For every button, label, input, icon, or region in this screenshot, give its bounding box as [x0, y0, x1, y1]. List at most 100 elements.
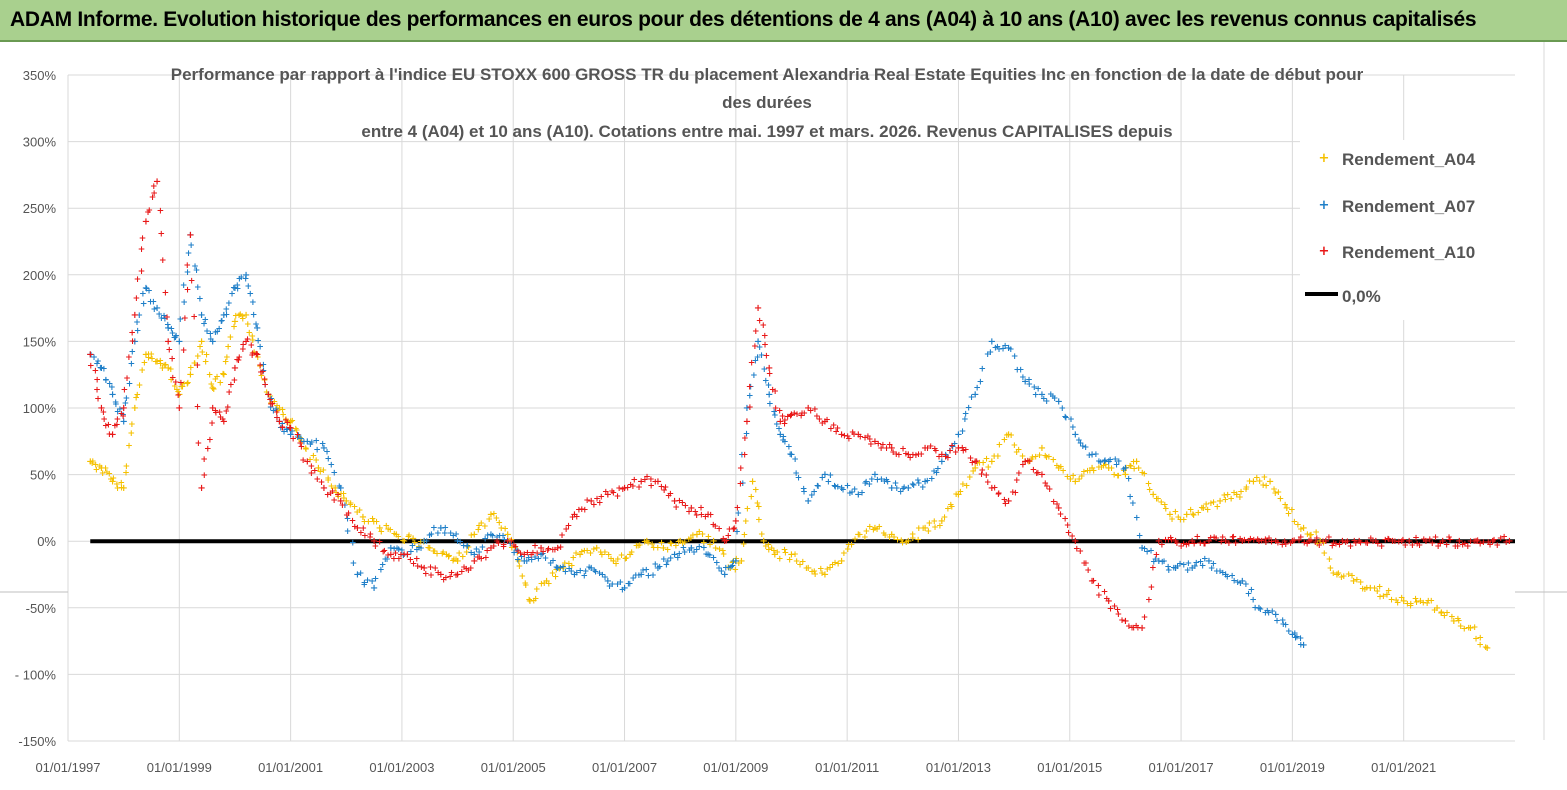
data-point: + [570, 570, 578, 581]
data-point: + [966, 473, 974, 483]
data-point: + [172, 331, 180, 341]
data-point: + [909, 530, 917, 540]
data-point: + [1130, 458, 1138, 468]
data-point: + [248, 351, 256, 361]
data-point: + [1071, 476, 1079, 487]
data-point: + [356, 506, 364, 516]
data-point: + [924, 444, 932, 454]
data-point: + [1321, 549, 1329, 559]
data-point: + [766, 370, 774, 380]
data-point: + [1214, 502, 1222, 512]
data-point: + [1041, 452, 1049, 462]
data-point: + [145, 350, 153, 360]
data-point: + [169, 374, 177, 384]
data-point: + [1282, 620, 1290, 630]
data-point: + [1371, 584, 1379, 594]
data-point: + [179, 383, 187, 393]
data-point: + [340, 490, 348, 500]
data-point: + [1423, 599, 1431, 609]
data-point: + [384, 525, 392, 535]
data-point: + [827, 471, 835, 481]
data-point: + [174, 388, 182, 398]
data-point: + [1105, 456, 1113, 467]
data-point: + [361, 517, 369, 527]
data-point: + [562, 525, 570, 535]
data-point: + [702, 513, 710, 523]
data-point: + [910, 481, 918, 491]
data-point: + [1004, 430, 1012, 441]
data-point: + [909, 450, 917, 460]
data-point: + [899, 539, 907, 549]
data-point: + [874, 475, 882, 485]
data-point: + [1077, 439, 1085, 449]
data-point: + [849, 428, 857, 438]
data-point: + [1200, 540, 1208, 550]
data-point: + [93, 466, 101, 476]
data-point: + [1021, 376, 1029, 387]
data-point: + [102, 421, 110, 431]
data-point: + [1307, 531, 1315, 541]
data-point: + [1088, 576, 1096, 587]
data-point: + [609, 556, 617, 567]
data-point: + [501, 535, 509, 545]
data-point: + [213, 328, 221, 338]
data-point: + [1202, 500, 1210, 510]
data-point: + [405, 532, 413, 542]
data-point: + [1288, 629, 1296, 640]
data-point: + [663, 560, 671, 570]
data-point: + [634, 542, 642, 552]
data-point: + [610, 489, 618, 499]
data-point: + [119, 416, 127, 427]
data-point: + [539, 549, 547, 559]
data-point: + [1054, 503, 1062, 514]
data-point: + [979, 458, 987, 468]
data-point: + [1433, 603, 1441, 614]
data-point: + [549, 556, 557, 566]
data-point: + [381, 547, 389, 557]
data-point: + [827, 424, 835, 434]
data-point: + [1441, 611, 1449, 621]
data-point: + [1263, 607, 1271, 617]
data-point: + [1394, 599, 1402, 609]
data-point: + [914, 476, 922, 486]
data-point: + [635, 571, 643, 581]
data-point: + [821, 570, 829, 581]
data-point: + [501, 524, 509, 534]
data-point: + [517, 549, 525, 559]
data-point: + [475, 521, 483, 531]
data-point: + [231, 363, 239, 374]
data-point: + [637, 476, 645, 487]
data-point: + [153, 356, 161, 367]
data-point: + [114, 407, 122, 417]
data-point: + [231, 316, 239, 327]
data-point: + [743, 403, 751, 414]
data-point: + [544, 546, 552, 556]
data-point: + [506, 537, 514, 547]
data-point: + [430, 547, 438, 557]
data-point: + [726, 563, 734, 574]
legend-label: 0,0% [1342, 287, 1381, 306]
data-point: + [1243, 483, 1251, 493]
data-point: + [1484, 538, 1492, 548]
data-point: + [624, 483, 632, 493]
data-point: + [779, 436, 787, 446]
data-point: + [1273, 616, 1281, 626]
data-point: + [731, 565, 739, 575]
data-point: + [368, 577, 376, 587]
data-point: + [923, 477, 931, 487]
data-point: + [1404, 600, 1412, 610]
data-point: + [1454, 615, 1462, 625]
data-point: + [1182, 510, 1190, 521]
data-point: + [738, 451, 746, 461]
data-point: + [942, 452, 950, 462]
data-point: + [353, 570, 361, 581]
data-point: + [1313, 534, 1321, 544]
data-point: + [92, 461, 100, 471]
data-point: + [995, 489, 1003, 499]
data-point: + [208, 419, 216, 429]
data-point: + [1225, 539, 1233, 549]
data-point: + [724, 563, 732, 573]
data-point: + [629, 482, 637, 492]
data-point: + [476, 553, 484, 563]
data-point: + [1075, 475, 1083, 485]
